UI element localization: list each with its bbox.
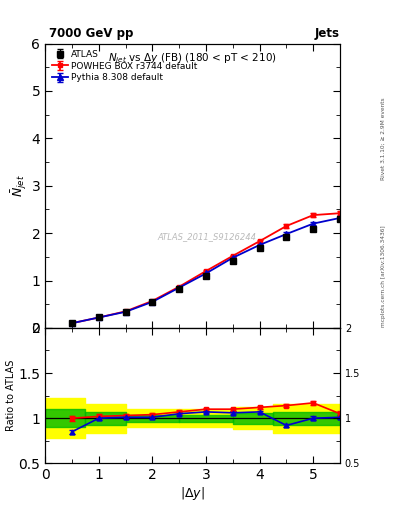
Text: $N_{jet}$ vs $\Delta y$ (FB) (180 < pT < 210): $N_{jet}$ vs $\Delta y$ (FB) (180 < pT <… [108, 52, 277, 67]
Text: mcplots.cern.ch [arXiv:1306.3436]: mcplots.cern.ch [arXiv:1306.3436] [381, 226, 386, 327]
Y-axis label: Ratio to ATLAS: Ratio to ATLAS [6, 360, 16, 431]
Text: 7000 GeV pp: 7000 GeV pp [49, 27, 134, 40]
Text: Rivet 3.1.10; ≥ 2.9M events: Rivet 3.1.10; ≥ 2.9M events [381, 97, 386, 180]
Text: Jets: Jets [314, 27, 339, 40]
Y-axis label: $\bar{N}_{jet}$: $\bar{N}_{jet}$ [9, 174, 29, 197]
Legend: ATLAS, POWHEG BOX r3744 default, Pythia 8.308 default: ATLAS, POWHEG BOX r3744 default, Pythia … [50, 48, 200, 84]
Text: ATLAS_2011_S9126244: ATLAS_2011_S9126244 [158, 232, 257, 242]
X-axis label: $|\Delta y|$: $|\Delta y|$ [180, 485, 205, 502]
